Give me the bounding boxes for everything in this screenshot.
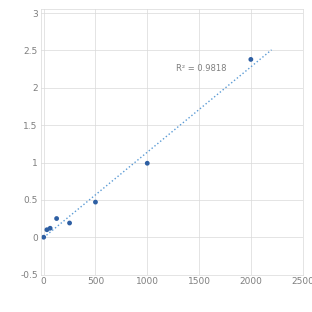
Point — [93, 200, 98, 205]
Text: R² = 0.9818: R² = 0.9818 — [176, 64, 227, 73]
Point — [67, 221, 72, 226]
Point — [248, 57, 253, 62]
Point — [54, 216, 59, 221]
Point — [44, 227, 49, 232]
Point — [41, 235, 46, 240]
Point — [48, 226, 53, 231]
Point — [145, 161, 150, 166]
